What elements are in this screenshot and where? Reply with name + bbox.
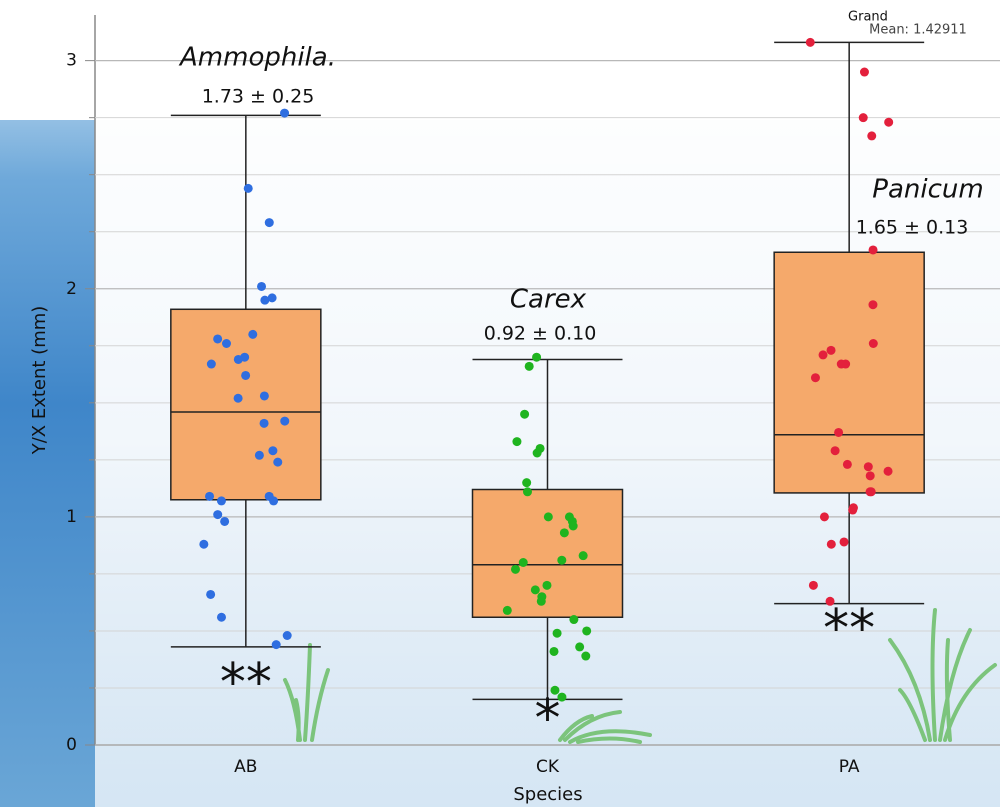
data-point <box>525 362 534 371</box>
data-point <box>260 391 269 400</box>
data-point <box>575 642 584 651</box>
data-point <box>268 293 277 302</box>
data-point <box>213 510 222 519</box>
data-point <box>560 528 569 537</box>
data-point <box>869 339 878 348</box>
data-point <box>511 565 520 574</box>
significance: ** <box>823 599 875 659</box>
data-point <box>884 467 893 476</box>
data-point <box>520 410 529 419</box>
data-point <box>220 517 229 526</box>
x-tick-label: AB <box>234 757 257 777</box>
significance: ** <box>220 653 272 713</box>
data-point <box>864 462 873 471</box>
data-point <box>819 350 828 359</box>
data-point <box>843 460 852 469</box>
y-tick-label: 3 <box>66 51 77 71</box>
data-point <box>834 428 843 437</box>
y-tick-label: 0 <box>66 735 77 755</box>
data-point <box>820 512 829 521</box>
chart: Y/X Extent (mm) Species Grand Mean: 1.42… <box>0 0 1000 807</box>
species-label: Ammophila. <box>178 43 336 73</box>
data-point <box>217 496 226 505</box>
y-tick-label: 1 <box>66 507 77 527</box>
data-point <box>581 652 590 661</box>
data-point <box>840 537 849 546</box>
data-point <box>557 556 566 565</box>
data-point <box>503 606 512 615</box>
grand-mean-label: Mean: 1.42911 <box>869 23 967 38</box>
data-point <box>234 394 243 403</box>
significance: * <box>535 689 561 749</box>
data-point <box>532 353 541 362</box>
data-point <box>869 245 878 254</box>
data-point <box>867 131 876 140</box>
data-point <box>255 451 264 460</box>
data-point <box>848 506 857 515</box>
y-axis-title: Y/X Extent (mm) <box>29 306 50 456</box>
data-point <box>268 446 277 455</box>
data-point <box>553 629 562 638</box>
data-point <box>809 581 818 590</box>
data-point <box>257 282 266 291</box>
data-point <box>260 419 269 428</box>
data-point <box>569 522 578 531</box>
data-point <box>519 558 528 567</box>
data-point <box>244 184 253 193</box>
data-point <box>269 496 278 505</box>
data-point <box>241 371 250 380</box>
data-point <box>523 487 532 496</box>
data-point <box>537 597 546 606</box>
data-point <box>550 647 559 656</box>
data-point <box>884 118 893 127</box>
data-point <box>579 551 588 560</box>
x-tick-label: PA <box>839 757 860 777</box>
box <box>473 490 623 618</box>
data-point <box>544 512 553 521</box>
data-point <box>827 346 836 355</box>
data-point <box>272 640 281 649</box>
data-point <box>866 487 875 496</box>
data-point <box>222 339 231 348</box>
data-point <box>217 613 226 622</box>
species-label: Carex <box>510 285 587 315</box>
data-point <box>280 417 289 426</box>
data-point <box>837 360 846 369</box>
data-point <box>582 626 591 635</box>
data-point <box>569 615 578 624</box>
data-point <box>859 113 868 122</box>
data-point <box>860 68 869 77</box>
data-point <box>206 590 215 599</box>
data-point <box>207 360 216 369</box>
data-point <box>205 492 214 501</box>
data-point <box>831 446 840 455</box>
data-point <box>199 540 208 549</box>
stats-label: 0.92 ± 0.10 <box>484 323 597 345</box>
data-point <box>866 471 875 480</box>
data-point <box>283 631 292 640</box>
box <box>171 309 321 499</box>
data-point <box>273 458 282 467</box>
box <box>774 252 924 493</box>
data-point <box>234 355 243 364</box>
y-tick-label: 2 <box>66 279 77 299</box>
stats-label: 1.73 ± 0.25 <box>202 86 315 108</box>
data-point <box>531 585 540 594</box>
data-point <box>827 540 836 549</box>
data-point <box>533 449 542 458</box>
stats-label: 1.65 ± 0.13 <box>856 217 969 239</box>
data-point <box>248 330 257 339</box>
x-axis-title: Species <box>513 784 582 805</box>
data-point <box>806 38 815 47</box>
data-point <box>811 373 820 382</box>
data-point <box>265 218 274 227</box>
data-point <box>512 437 521 446</box>
x-tick-label: CK <box>536 757 560 777</box>
species-label: Panicum <box>872 175 983 205</box>
data-point <box>868 300 877 309</box>
data-point <box>213 334 222 343</box>
data-point <box>542 581 551 590</box>
data-point <box>522 478 531 487</box>
data-point <box>280 109 289 118</box>
